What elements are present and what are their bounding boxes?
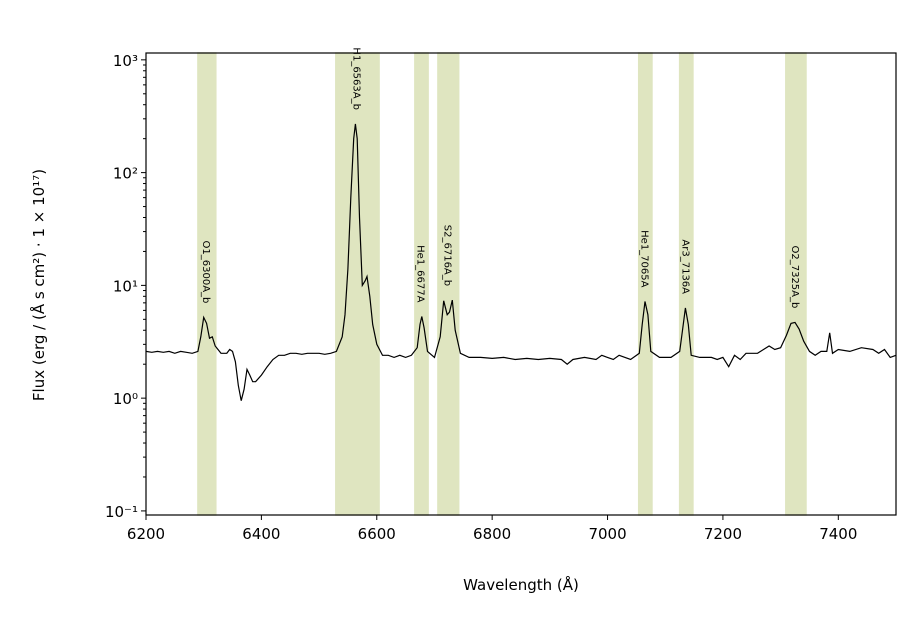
y-tick-label: 10² xyxy=(113,165,138,183)
x-tick-label: 7400 xyxy=(819,525,857,543)
x-tick-label: 6200 xyxy=(127,525,165,543)
band-label: H1_6563A_b xyxy=(350,47,361,110)
band-label: O1_6300A_b xyxy=(200,241,211,304)
x-tick-label: 7200 xyxy=(704,525,742,543)
y-tick-label: 10¹ xyxy=(113,277,138,295)
band-label: S2_6716A_b xyxy=(441,225,452,286)
y-tick-label: 10³ xyxy=(113,52,138,70)
band xyxy=(335,52,380,516)
x-tick-label: 6600 xyxy=(358,525,396,543)
y-tick-label: 10⁰ xyxy=(113,390,138,408)
x-tick-label: 6400 xyxy=(242,525,280,543)
x-tick-label: 7000 xyxy=(588,525,626,543)
band-label: He1_6677A xyxy=(414,245,425,302)
y-tick-label: 10⁻¹ xyxy=(105,503,138,521)
band-label: O2_7325A_b xyxy=(789,245,800,308)
plot-frame xyxy=(145,52,897,516)
x-tick-label: 6800 xyxy=(473,525,511,543)
spectrum-line xyxy=(145,123,897,401)
x-axis-label: Wavelength (Å) xyxy=(463,575,579,594)
y-axis-label: Flux (erg / (Å s cm²) · 1 × 10¹⁷) xyxy=(29,169,48,401)
band-label: Ar3_7136A xyxy=(679,239,690,294)
band-label: He1_7065A xyxy=(638,230,649,287)
